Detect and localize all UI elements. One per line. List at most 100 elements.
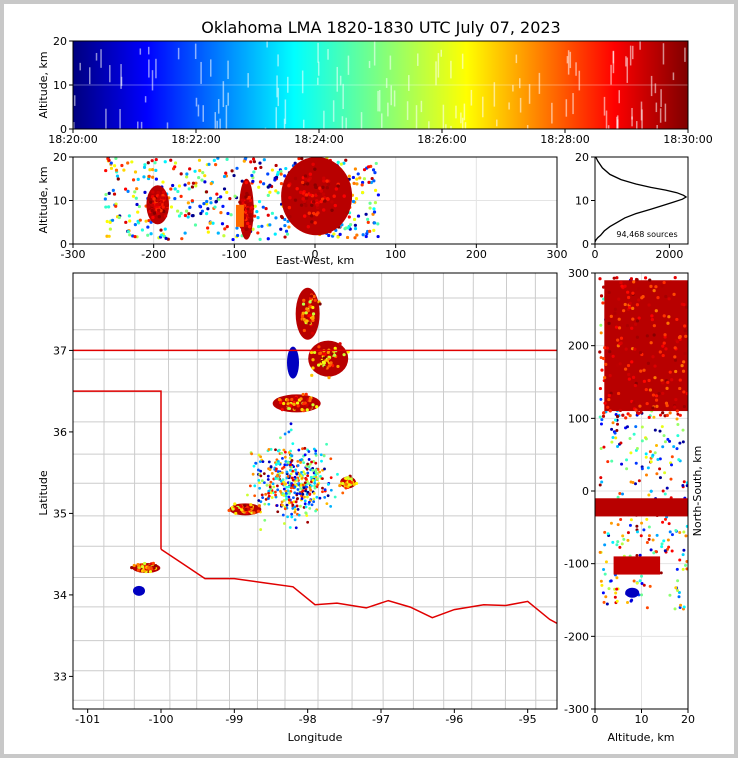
ew-source <box>371 168 376 172</box>
ns-core-source <box>609 391 613 395</box>
time-source-gap <box>659 108 662 123</box>
ew-source <box>274 216 278 220</box>
time-source-gap <box>148 59 150 78</box>
time-source-gap <box>389 55 392 70</box>
time-source-gap <box>464 122 467 129</box>
plan-source <box>250 452 254 456</box>
ew-core-source <box>300 165 305 169</box>
state-border <box>73 390 162 550</box>
county-line <box>256 273 259 709</box>
time-altitude-sources <box>73 41 688 129</box>
ns-core-source <box>615 276 619 280</box>
ns-core-source <box>609 314 613 318</box>
time-source-gap <box>95 52 98 61</box>
ns-source <box>603 530 607 534</box>
plan-source <box>290 465 294 469</box>
plan-source <box>256 468 260 472</box>
ns-source <box>610 427 614 431</box>
ns-source <box>684 563 688 567</box>
ew-source <box>123 187 128 191</box>
plan-core-source <box>311 366 315 370</box>
ew-source <box>376 222 380 226</box>
ew-source <box>207 162 211 166</box>
plan-source <box>304 489 307 493</box>
plan-source <box>289 489 293 493</box>
ns-source <box>620 462 624 466</box>
time-source-gap <box>277 87 280 107</box>
ew-core-source <box>151 215 155 220</box>
ew-core-source <box>248 219 253 223</box>
ew-core-source <box>288 195 292 200</box>
ns-source <box>667 545 671 549</box>
ns-core-source <box>601 356 606 361</box>
ew-core-source <box>301 197 305 201</box>
ew-core-source <box>161 196 165 200</box>
ew-core-source <box>306 225 311 229</box>
ew-core-source <box>325 179 329 183</box>
plan-source <box>301 492 305 496</box>
ew-source <box>188 167 192 171</box>
ew-source <box>185 172 189 176</box>
plan-source <box>306 495 309 499</box>
plan-core-source <box>302 298 306 302</box>
ew-source <box>276 191 280 195</box>
ew-source <box>251 227 255 231</box>
ew-source <box>361 233 365 237</box>
ns-core-source <box>602 285 606 289</box>
plan-source <box>313 484 317 488</box>
ns-source <box>685 559 688 563</box>
ew-core-source <box>246 221 250 226</box>
plan-core-source <box>309 294 314 298</box>
ns-core-source <box>618 408 623 413</box>
ew-core-source <box>319 189 323 193</box>
plan-source <box>299 486 302 490</box>
ns-core-source <box>660 284 664 288</box>
ew-core-source <box>243 213 247 218</box>
county-line <box>103 273 105 709</box>
ew-source <box>137 204 142 209</box>
time-source-gap <box>631 116 633 127</box>
ew-source <box>242 159 246 163</box>
ns-source <box>645 606 649 610</box>
plan-source <box>283 463 287 467</box>
plan-source <box>271 482 275 486</box>
ew-source <box>361 190 365 195</box>
ew-source <box>244 157 248 160</box>
ew-core-source <box>149 200 153 204</box>
plan-source <box>296 497 299 500</box>
ew-source <box>126 230 130 234</box>
ns-source <box>616 495 620 499</box>
plan-source <box>287 430 291 434</box>
ns-core-source <box>631 317 635 321</box>
plan-core-source <box>130 565 134 570</box>
plan-source <box>280 471 284 475</box>
ns-core-source <box>619 280 623 285</box>
ew-core-source <box>323 199 327 203</box>
ew-core-source <box>302 214 307 218</box>
ew-source <box>163 160 167 164</box>
ew-source <box>364 234 368 239</box>
ew-core-source <box>311 162 315 166</box>
ns-core-source <box>639 369 643 373</box>
plan-source <box>276 477 280 481</box>
ew-source <box>348 222 353 227</box>
ew-core-source <box>246 207 250 211</box>
plan-source <box>303 499 307 503</box>
ew-source <box>252 170 256 174</box>
ns-source <box>614 436 618 440</box>
ew-core-source <box>334 187 339 191</box>
ew-source <box>373 171 377 175</box>
plan-source <box>289 422 293 426</box>
ns-source <box>626 601 630 605</box>
ew-source <box>205 211 209 216</box>
ew-source <box>334 228 338 233</box>
ew-source <box>115 174 120 178</box>
plan-core-source <box>148 569 153 574</box>
plan-core-source <box>308 404 312 408</box>
ew-source <box>360 183 364 187</box>
ew-core-source <box>313 167 317 171</box>
ew-source <box>171 183 175 188</box>
plan-source <box>287 498 291 502</box>
ns-core-source <box>678 413 682 417</box>
ns-core-source <box>649 341 653 345</box>
